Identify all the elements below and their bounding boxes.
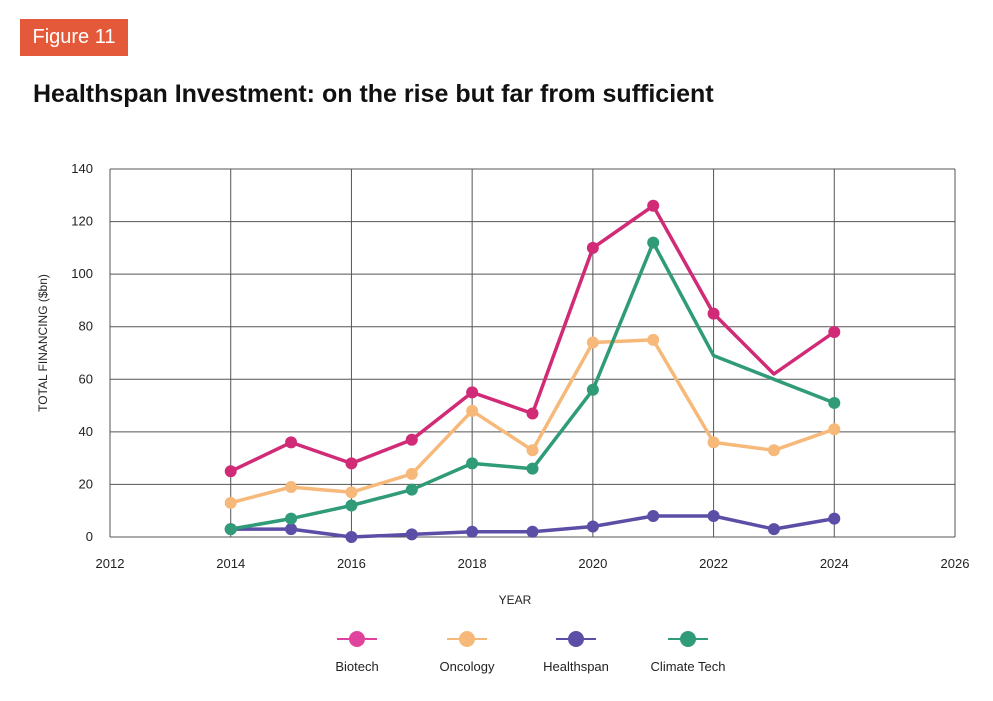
x-tick-label-2012: 2012 <box>96 556 125 571</box>
data-point-climate-tech-2020 <box>586 383 599 396</box>
x-tick-label-2016: 2016 <box>337 556 366 571</box>
legend-item-climate-tech: Climate Tech <box>651 631 726 674</box>
legend-label-climate-tech: Climate Tech <box>651 659 726 674</box>
legend-swatch-marker-oncology <box>459 631 475 647</box>
x-axis-label: YEAR <box>499 593 532 607</box>
chart-title: Healthspan Investment: on the rise but f… <box>33 80 714 108</box>
legend-item-biotech: Biotech <box>335 631 379 674</box>
legend-label-biotech: Biotech <box>335 659 378 674</box>
x-tick-label-2026: 2026 <box>941 556 970 571</box>
series-line-oncology <box>228 338 837 505</box>
y-axis-label: TOTAL FINANCING ($bn) <box>36 274 50 412</box>
data-point-oncology-2023 <box>767 444 780 457</box>
y-tick-label-20: 20 <box>79 476 93 491</box>
x-tick-label-2018: 2018 <box>458 556 487 571</box>
legend-swatch-marker-healthspan <box>568 631 584 647</box>
x-tick-label-2024: 2024 <box>820 556 849 571</box>
data-point-climate-tech-2014 <box>224 523 237 536</box>
data-point-healthspan-2020 <box>586 520 599 533</box>
y-tick-label-120: 120 <box>71 214 93 229</box>
legend-swatch-marker-climate-tech <box>680 631 696 647</box>
grid <box>109 168 956 538</box>
data-point-biotech-2015 <box>285 436 298 449</box>
data-point-biotech-2022 <box>707 307 720 320</box>
legend: Biotech Oncology Healthspan Climate Tech <box>335 631 725 674</box>
data-point-oncology-2017 <box>405 467 418 480</box>
y-tick-label-140: 140 <box>71 161 93 176</box>
data-point-oncology-2021 <box>647 333 660 346</box>
series <box>224 199 841 543</box>
legend-label-oncology: Oncology <box>440 659 495 674</box>
data-point-healthspan-2018 <box>466 525 479 538</box>
y-tick-label-0: 0 <box>86 529 93 544</box>
data-point-oncology-2016 <box>345 486 358 499</box>
data-point-biotech-2021 <box>647 199 660 212</box>
data-point-climate-tech-2024 <box>828 396 841 409</box>
data-point-climate-tech-2019 <box>526 462 539 475</box>
data-point-healthspan-2024 <box>828 512 841 525</box>
legend-item-oncology: Oncology <box>440 631 495 674</box>
x-tick-label-2014: 2014 <box>216 556 245 571</box>
data-point-biotech-2014 <box>224 465 237 478</box>
series-oncology <box>224 333 841 509</box>
figure-badge: Figure 11 <box>20 19 128 56</box>
data-point-biotech-2018 <box>466 386 479 399</box>
data-point-healthspan-2023 <box>767 523 780 536</box>
data-point-healthspan-2017 <box>405 528 418 541</box>
x-tick-label-2020: 2020 <box>578 556 607 571</box>
data-point-climate-tech-2015 <box>285 512 298 525</box>
legend-swatch-marker-biotech <box>349 631 365 647</box>
data-point-biotech-2024 <box>828 325 841 338</box>
data-point-climate-tech-2017 <box>405 483 418 496</box>
data-point-healthspan-2021 <box>647 509 660 522</box>
series-line-climate-tech <box>228 240 837 531</box>
data-point-oncology-2019 <box>526 444 539 457</box>
data-point-climate-tech-2021 <box>647 236 660 249</box>
axis-ticks: 0 20 40 60 80 100 120 140 2012 2014 2016 2018 2020 20… <box>71 161 969 571</box>
series-healthspan <box>224 509 841 543</box>
data-point-biotech-2019 <box>526 407 539 420</box>
data-point-healthspan-2016 <box>345 531 358 543</box>
series-biotech <box>224 199 841 478</box>
data-point-oncology-2022 <box>707 436 720 449</box>
legend-item-healthspan: Healthspan <box>543 631 609 674</box>
y-tick-label-80: 80 <box>79 319 93 334</box>
data-point-biotech-2017 <box>405 433 418 446</box>
y-tick-label-60: 60 <box>79 371 93 386</box>
data-point-biotech-2020 <box>586 241 599 254</box>
data-point-healthspan-2022 <box>707 509 720 522</box>
data-point-oncology-2018 <box>466 404 479 417</box>
data-point-oncology-2015 <box>285 481 298 494</box>
data-point-oncology-2014 <box>224 496 237 509</box>
series-climate-tech <box>224 236 841 536</box>
data-point-biotech-2016 <box>345 457 358 470</box>
data-point-oncology-2020 <box>586 336 599 349</box>
data-point-climate-tech-2016 <box>345 499 358 512</box>
legend-label-healthspan: Healthspan <box>543 659 609 674</box>
data-point-climate-tech-2018 <box>466 457 479 470</box>
data-point-healthspan-2015 <box>285 523 298 536</box>
y-tick-label-100: 100 <box>71 266 93 281</box>
data-point-oncology-2024 <box>828 423 841 436</box>
x-tick-label-2022: 2022 <box>699 556 728 571</box>
y-tick-label-40: 40 <box>79 424 93 439</box>
data-point-healthspan-2019 <box>526 525 539 538</box>
